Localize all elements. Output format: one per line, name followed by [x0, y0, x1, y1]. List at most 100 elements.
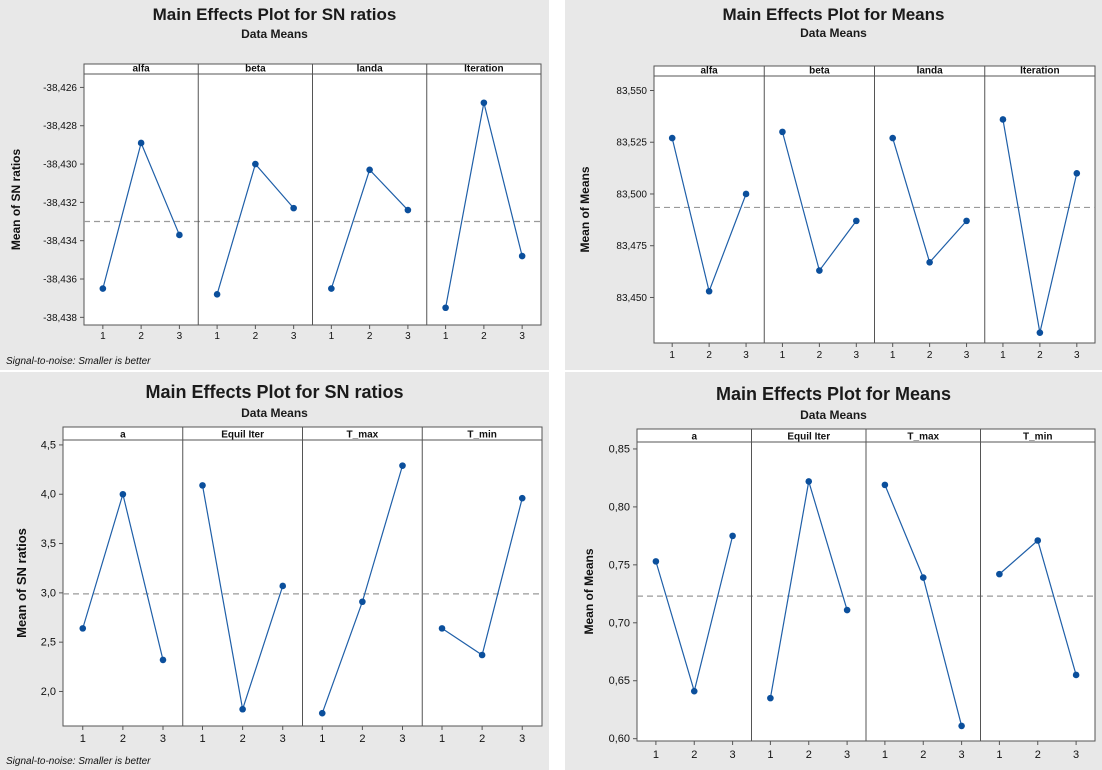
data-point: [279, 582, 287, 590]
y-tick-label: 4,5: [41, 439, 56, 451]
chart-means-top: Main Effects Plot for Means Data Means 83,…: [565, 0, 1102, 370]
x-tick-label: 3: [519, 331, 525, 342]
x-tick-label: 1: [319, 733, 325, 745]
y-tick-label: 83,550: [616, 86, 647, 97]
x-tick-label: 1: [669, 350, 675, 361]
data-point: [518, 252, 526, 260]
main-effects-sn-top-svg: Main Effects Plot for SN ratios Data Mean…: [0, 0, 549, 370]
x-tick-label: 2: [253, 331, 259, 342]
data-point: [996, 570, 1003, 578]
y-tick-label: 83,475: [616, 241, 647, 252]
y-tick-label: 0,80: [609, 501, 630, 513]
x-tick-label: 3: [854, 350, 860, 361]
data-point: [742, 190, 750, 198]
x-tick-label: 2: [1035, 749, 1041, 761]
data-point: [252, 160, 259, 168]
data-point: [199, 482, 206, 489]
y-tick-label: 0,85: [609, 443, 630, 455]
data-point: [438, 625, 446, 632]
data-point: [805, 478, 813, 485]
data-point: [328, 285, 335, 292]
x-tick-label: 2: [359, 733, 365, 745]
x-tick-label: 3: [405, 331, 411, 342]
y-axis-label: Mean of Means: [582, 548, 596, 634]
panel-label: T_max: [907, 432, 939, 443]
x-tick-label: 1: [100, 331, 106, 342]
panel-label: a: [691, 432, 697, 443]
x-tick-label: 1: [890, 350, 896, 361]
data-point: [99, 285, 107, 292]
data-point: [478, 651, 486, 659]
data-point: [176, 231, 183, 239]
y-tick-label: 0,70: [609, 617, 630, 629]
data-point: [159, 656, 167, 664]
panel-label: beta: [245, 64, 266, 75]
x-tick-label: 3: [1074, 350, 1080, 361]
y-tick-label: 0,75: [609, 559, 630, 571]
data-point: [767, 694, 774, 702]
y-tick-label: 0,65: [609, 675, 630, 687]
chart-title: Main Effects Plot for SN ratios: [153, 5, 397, 24]
x-tick-label: 1: [439, 733, 445, 745]
main-effects-sn-bottom-svg: Main Effects Plot for SN ratios Data Mean…: [0, 372, 549, 770]
data-point: [442, 304, 449, 312]
data-point: [518, 494, 526, 502]
panel-label: landa: [357, 64, 384, 75]
y-tick-label: 2,0: [41, 686, 56, 698]
x-tick-label: 2: [1037, 350, 1043, 361]
chart-subtitle: Data Means: [241, 27, 308, 41]
panel-label: Iteration: [1020, 66, 1059, 77]
x-tick-label: 1: [653, 749, 659, 761]
x-tick-label: 1: [80, 733, 86, 745]
x-tick-label: 2: [120, 733, 126, 745]
data-point: [919, 574, 927, 581]
x-tick-label: 3: [730, 749, 736, 761]
x-tick-label: 3: [280, 733, 286, 745]
y-tick-label: 3,5: [41, 538, 56, 550]
data-point: [239, 705, 246, 713]
data-point: [999, 116, 1007, 123]
data-point: [668, 134, 676, 142]
chart-subtitle: Data Means: [800, 408, 867, 422]
panel-label: landa: [917, 66, 944, 77]
y-tick-label: -38,438: [43, 313, 77, 324]
x-tick-label: 2: [817, 350, 823, 361]
data-point: [958, 722, 965, 730]
main-effects-means-bottom-svg: Main Effects Plot for Means Data Means 0,8…: [565, 372, 1102, 770]
x-tick-label: 2: [367, 331, 373, 342]
x-tick-label: 1: [767, 749, 773, 761]
data-point: [690, 687, 698, 695]
panel-label: T_max: [347, 430, 379, 441]
x-tick-label: 2: [138, 331, 144, 342]
y-tick-label: -38,432: [43, 198, 77, 209]
chart-footnote: Signal-to-noise: Smaller is better: [6, 356, 151, 367]
data-point: [881, 481, 889, 489]
x-tick-label: 1: [329, 331, 335, 342]
chart-title: Main Effects Plot for Means: [716, 384, 951, 404]
x-tick-label: 1: [214, 331, 220, 342]
x-tick-label: 3: [959, 749, 965, 761]
data-point: [366, 166, 373, 174]
x-tick-label: 1: [882, 749, 888, 761]
y-tick-label: 3,0: [41, 587, 56, 599]
chart-sn-ratios-bottom: Main Effects Plot for SN ratios Data Mean…: [0, 372, 549, 770]
panel-label: alfa: [133, 64, 151, 75]
x-tick-label: 2: [691, 749, 697, 761]
chart-sn-ratios-top: Main Effects Plot for SN ratios Data Mean…: [0, 0, 549, 370]
data-point: [318, 709, 326, 717]
data-point: [359, 598, 366, 606]
x-tick-label: 2: [479, 733, 485, 745]
data-point: [963, 217, 970, 225]
y-tick-label: -38,436: [43, 275, 77, 286]
data-point: [119, 490, 127, 498]
y-tick-label: 2,5: [41, 637, 56, 649]
panel-label: Equil Iter: [221, 430, 264, 441]
x-tick-label: 3: [291, 331, 297, 342]
data-point: [1034, 537, 1042, 544]
data-point: [1036, 329, 1044, 336]
y-axis-label: Mean of SN ratios: [9, 149, 23, 251]
x-tick-label: 3: [177, 331, 183, 342]
data-point: [843, 606, 851, 614]
x-tick-label: 2: [806, 749, 812, 761]
panel-label: T_min: [467, 430, 496, 441]
